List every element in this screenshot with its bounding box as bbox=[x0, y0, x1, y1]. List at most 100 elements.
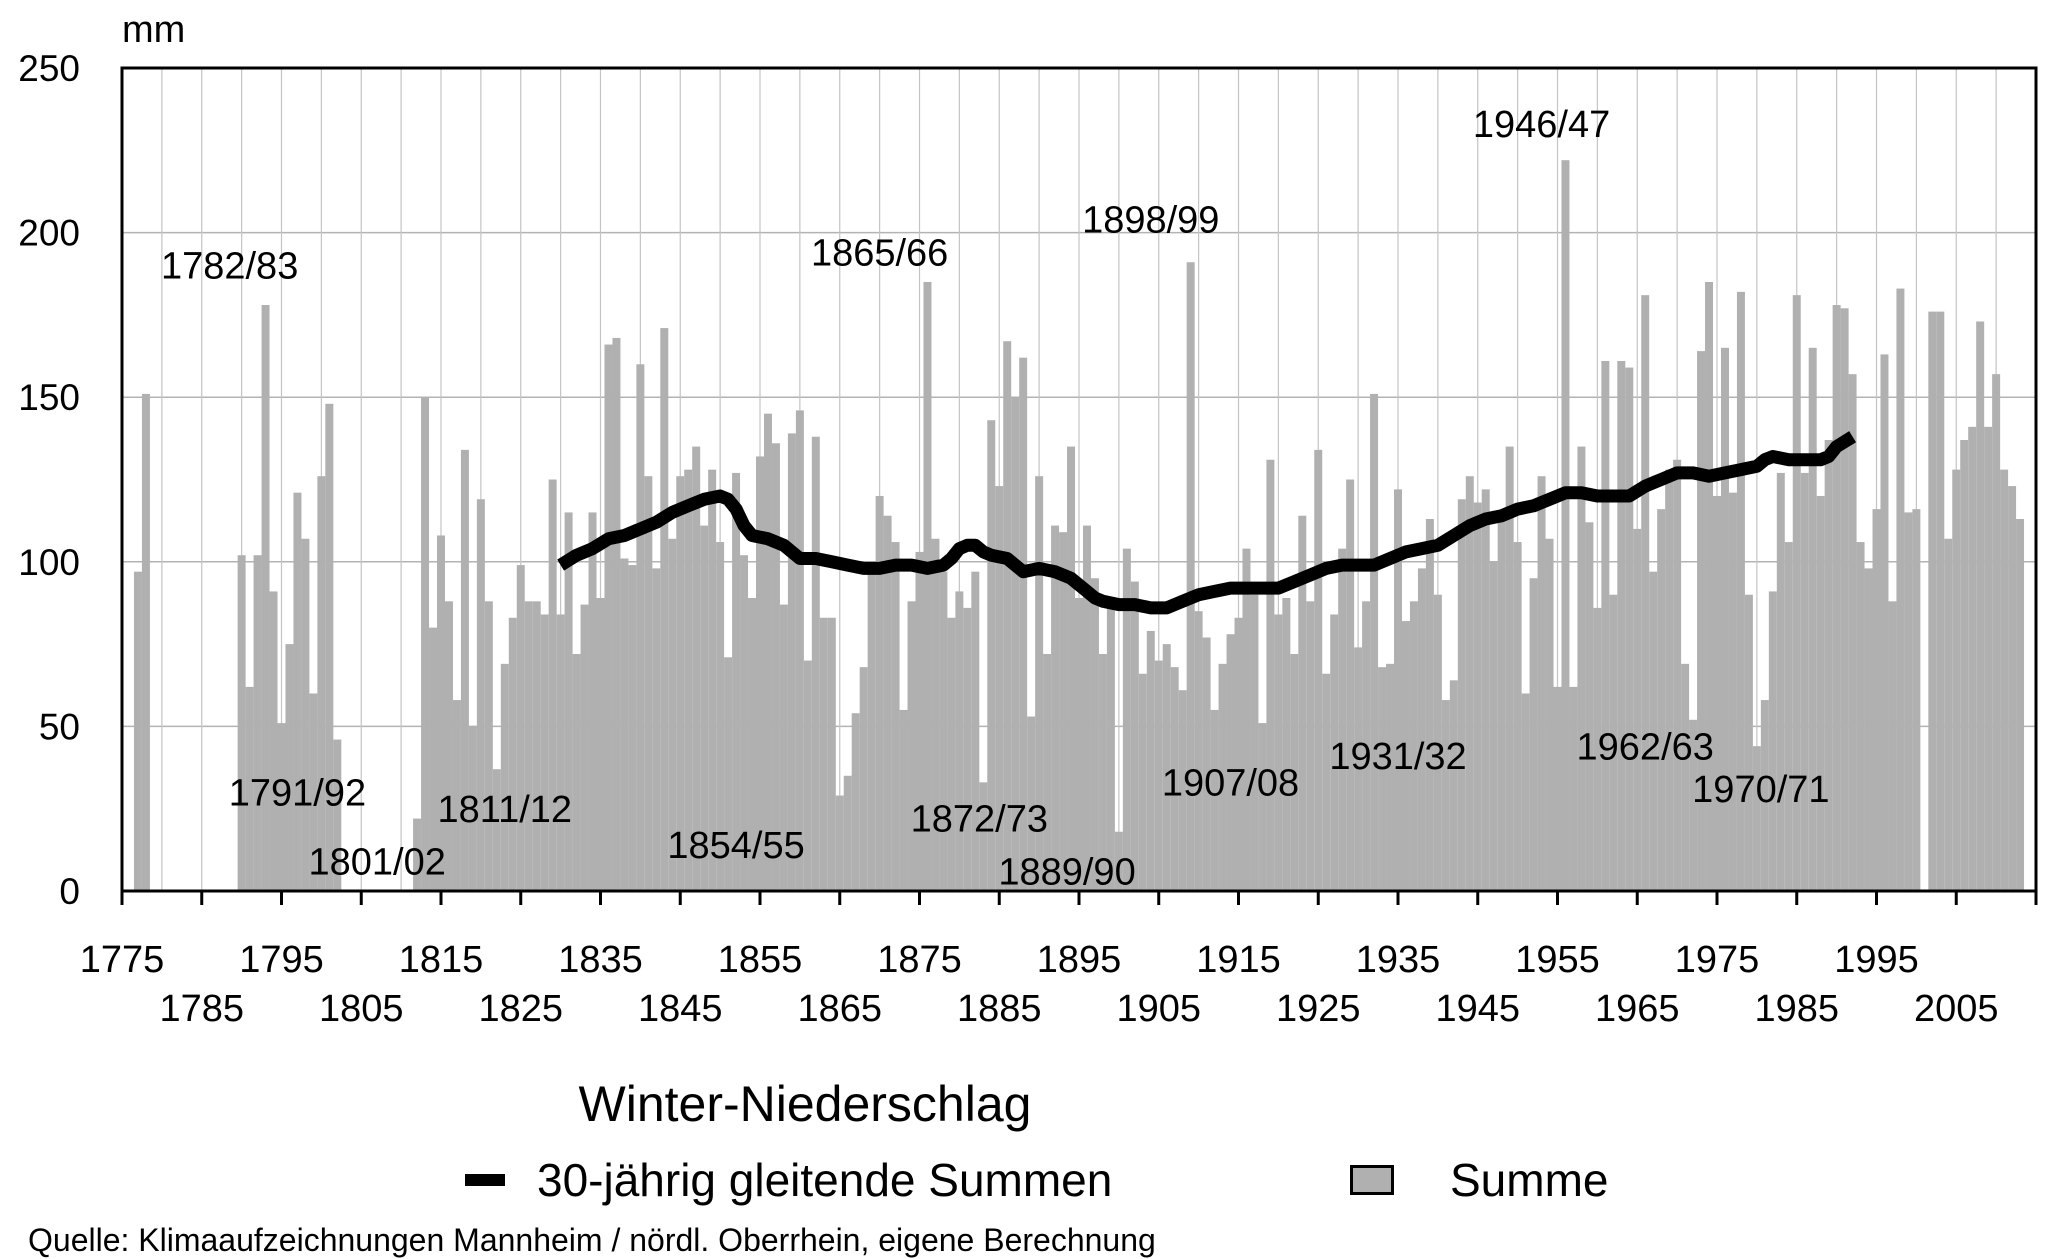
bar-1891 bbox=[1043, 653, 1052, 891]
annotation-label: 1854/55 bbox=[667, 825, 804, 867]
bar-1833 bbox=[580, 604, 589, 891]
bar-2009 bbox=[1984, 426, 1993, 891]
bar-1841 bbox=[644, 476, 653, 891]
bar-1832 bbox=[572, 653, 581, 891]
bar-1982 bbox=[1768, 591, 1777, 891]
bar-1827 bbox=[532, 601, 541, 891]
bar-1930 bbox=[1354, 647, 1363, 891]
bar-1894 bbox=[1067, 446, 1076, 891]
bar-1922 bbox=[1290, 653, 1299, 891]
bar-1946 bbox=[1481, 489, 1490, 891]
bar-1923 bbox=[1298, 515, 1307, 891]
x-tick-label: 1845 bbox=[638, 988, 723, 1030]
x-tick-label: 1925 bbox=[1276, 988, 1361, 1030]
x-tick-label: 1805 bbox=[319, 988, 404, 1030]
bar-1918 bbox=[1258, 723, 1267, 891]
bar-1838 bbox=[620, 558, 629, 891]
bar-1895 bbox=[1075, 598, 1083, 891]
bar-1962 bbox=[1609, 594, 1618, 891]
bar-1829 bbox=[548, 479, 557, 891]
y-tick-label: 250 bbox=[18, 48, 80, 89]
bar-1844 bbox=[668, 538, 677, 891]
x-tick-label: 1785 bbox=[159, 988, 244, 1030]
bar-1817 bbox=[452, 700, 461, 891]
bar-1883 bbox=[979, 782, 988, 891]
bar-1861 bbox=[803, 660, 812, 891]
bar-1995 bbox=[1872, 509, 1881, 891]
bar-2010 bbox=[1992, 374, 2001, 891]
bar-1819 bbox=[468, 726, 477, 891]
bar-1938 bbox=[1417, 568, 1426, 891]
bar-1996 bbox=[1880, 354, 1889, 891]
bar-1940 bbox=[1433, 594, 1442, 891]
bar-2007 bbox=[1968, 426, 1977, 891]
bar-1985 bbox=[1792, 295, 1801, 891]
bar-1875 bbox=[915, 551, 924, 891]
bar-1853 bbox=[740, 555, 749, 891]
bar-1884 bbox=[987, 420, 996, 891]
bar-1991 bbox=[1840, 308, 1849, 891]
bar-1882 bbox=[971, 571, 980, 891]
annotation-label: 1865/66 bbox=[811, 233, 948, 275]
chart-canvas: 0 50 100 150 200 250 1775 1795 1815 1835 1855 1875… bbox=[18, 9, 2038, 1030]
bar-1905 bbox=[1154, 660, 1163, 891]
bar-1822 bbox=[492, 769, 501, 891]
bar-1967 bbox=[1649, 571, 1658, 891]
bar-1871 bbox=[883, 515, 892, 891]
source-note: Quelle: Klimaaufzeichnungen Mannheim / n… bbox=[28, 1222, 1156, 1258]
bar-1931 bbox=[1362, 601, 1371, 891]
bar-1880 bbox=[955, 591, 964, 891]
bar-1858 bbox=[779, 604, 788, 891]
bar-1966 bbox=[1641, 295, 1650, 891]
bar-1887 bbox=[1011, 397, 1020, 891]
bar-1796 bbox=[285, 644, 294, 891]
bar-1877 bbox=[931, 538, 940, 891]
annotation-label: 1962/63 bbox=[1577, 726, 1714, 768]
x-tick-label: 1855 bbox=[718, 939, 803, 981]
annotation-label: 1811/12 bbox=[438, 789, 573, 831]
bar-1933 bbox=[1378, 667, 1387, 891]
x-tick-label: 1915 bbox=[1196, 939, 1281, 981]
y-axis-label: mm bbox=[122, 9, 185, 51]
x-tick-label: 1905 bbox=[1116, 988, 1201, 1030]
bar-1843 bbox=[660, 328, 669, 891]
bar-1834 bbox=[588, 512, 597, 891]
bar-1878 bbox=[939, 571, 948, 891]
bar-2008 bbox=[1976, 321, 1985, 891]
bar-1845 bbox=[676, 476, 685, 891]
bar-1987 bbox=[1808, 347, 1817, 891]
bar-1980 bbox=[1752, 746, 1761, 891]
bar-1913 bbox=[1218, 663, 1227, 891]
bar-1917 bbox=[1250, 594, 1259, 891]
bar-1964 bbox=[1625, 367, 1634, 891]
bar-1826 bbox=[524, 601, 533, 891]
y-axis: 0 50 100 150 200 250 bbox=[18, 48, 80, 912]
bar-1961 bbox=[1601, 360, 1610, 891]
bar-1846 bbox=[684, 469, 693, 891]
bar-1777 bbox=[133, 571, 142, 891]
bar-1997 bbox=[1888, 601, 1897, 891]
bar-1899 bbox=[1106, 601, 1115, 891]
bar-1989 bbox=[1824, 439, 1833, 891]
bar-1876 bbox=[923, 281, 932, 892]
bar-1943 bbox=[1457, 499, 1466, 891]
bar-1860 bbox=[795, 410, 804, 891]
bar-1999 bbox=[1904, 512, 1913, 891]
bar-1958 bbox=[1577, 446, 1586, 891]
bar-1866 bbox=[843, 775, 852, 891]
bar-1848 bbox=[700, 525, 709, 891]
bar-1864 bbox=[827, 617, 836, 891]
bar-1869 bbox=[867, 568, 876, 891]
bar-1990 bbox=[1832, 305, 1841, 891]
bar-1830 bbox=[556, 614, 565, 891]
x-tick-label: 1965 bbox=[1595, 988, 1680, 1030]
bar-1903 bbox=[1138, 673, 1147, 891]
bar-1863 bbox=[819, 617, 828, 891]
bar-1963 bbox=[1617, 360, 1626, 891]
bar-1974 bbox=[1705, 281, 1714, 892]
bar-1855 bbox=[756, 456, 764, 891]
bar-1992 bbox=[1848, 374, 1857, 891]
legend-label-summe: Summe bbox=[1450, 1154, 1609, 1206]
bar-1790 bbox=[237, 555, 246, 891]
bar-1889 bbox=[1027, 716, 1036, 891]
